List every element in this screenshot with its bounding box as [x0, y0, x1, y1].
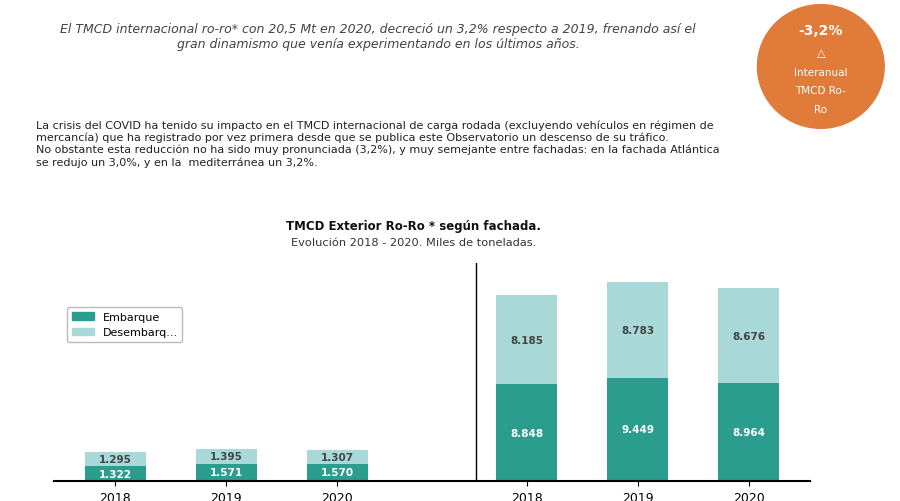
Text: Interanual: Interanual [794, 68, 848, 78]
Text: 1.295: 1.295 [99, 454, 131, 464]
Text: △: △ [816, 48, 825, 58]
Text: 8.676: 8.676 [733, 331, 765, 341]
Text: 1.571: 1.571 [210, 467, 243, 477]
Bar [307, 464, 368, 481]
Bar [496, 385, 557, 481]
Text: 1.322: 1.322 [99, 469, 131, 479]
Text: El TMCD internacional ro-ro* con 20,5 Mt en 2020, decreció un 3,2% respecto a 20: El TMCD internacional ro-ro* con 20,5 Mt… [60, 23, 696, 51]
Text: 1.307: 1.307 [321, 452, 354, 462]
Bar [195, 448, 256, 464]
Text: Ro: Ro [814, 104, 827, 114]
Text: 8.783: 8.783 [621, 325, 654, 335]
Text: 8.848: 8.848 [510, 428, 543, 438]
Text: 8.185: 8.185 [510, 335, 543, 345]
Bar [718, 289, 779, 383]
Text: Evolución 2018 - 2020. Miles de toneladas.: Evolución 2018 - 2020. Miles de tonelada… [292, 238, 536, 248]
Text: TMCD Ro-: TMCD Ro- [796, 86, 846, 96]
Text: -3,2%: -3,2% [798, 24, 843, 38]
Bar [195, 464, 256, 481]
Text: 1.395: 1.395 [210, 451, 243, 461]
Bar [608, 282, 668, 378]
Text: 8.964: 8.964 [733, 427, 765, 437]
Legend: Embarque, Desembarq...: Embarque, Desembarq... [68, 308, 182, 342]
Bar [307, 449, 368, 464]
Bar [85, 466, 146, 481]
Text: 9.449: 9.449 [621, 424, 654, 434]
Bar [608, 378, 668, 481]
Circle shape [758, 6, 884, 129]
Bar [496, 296, 557, 385]
Text: TMCD Exterior Ro-Ro * según fachada.: TMCD Exterior Ro-Ro * según fachada. [286, 220, 542, 233]
Text: 1.570: 1.570 [321, 467, 354, 477]
Text: La crisis del COVID ha tenido su impacto en el TMCD internacional de carga rodad: La crisis del COVID ha tenido su impacto… [36, 120, 720, 167]
Bar [85, 452, 146, 466]
Bar [718, 383, 779, 481]
